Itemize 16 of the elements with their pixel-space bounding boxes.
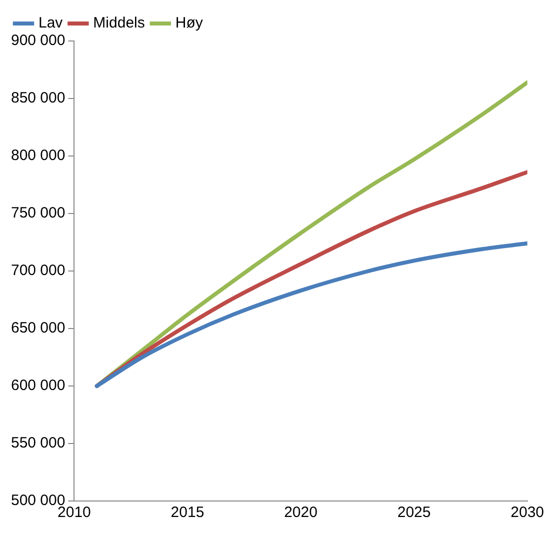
y-tick-label: 600 000 (10, 377, 66, 394)
legend-label: Lav (38, 14, 64, 32)
x-tick-label: 2020 (284, 504, 318, 522)
line-series (94, 241, 528, 388)
y-tick-label: 550 000 (10, 434, 66, 452)
x-tick-label: 2015 (170, 504, 204, 522)
legend-label: Høy (175, 14, 204, 32)
y-tick-label: 750 000 (10, 204, 66, 222)
y-tick-label: 900 000 (10, 32, 66, 50)
y-tick-label: 700 000 (10, 262, 66, 280)
y-tick-label: 800 000 (10, 147, 66, 164)
x-tick-label: 2030 (510, 504, 544, 522)
y-tick-label: 850 000 (10, 90, 66, 107)
x-tick-label: 2025 (397, 504, 431, 522)
legend-label: Middels (93, 14, 145, 32)
y-tick-label: 650 000 (10, 320, 66, 337)
